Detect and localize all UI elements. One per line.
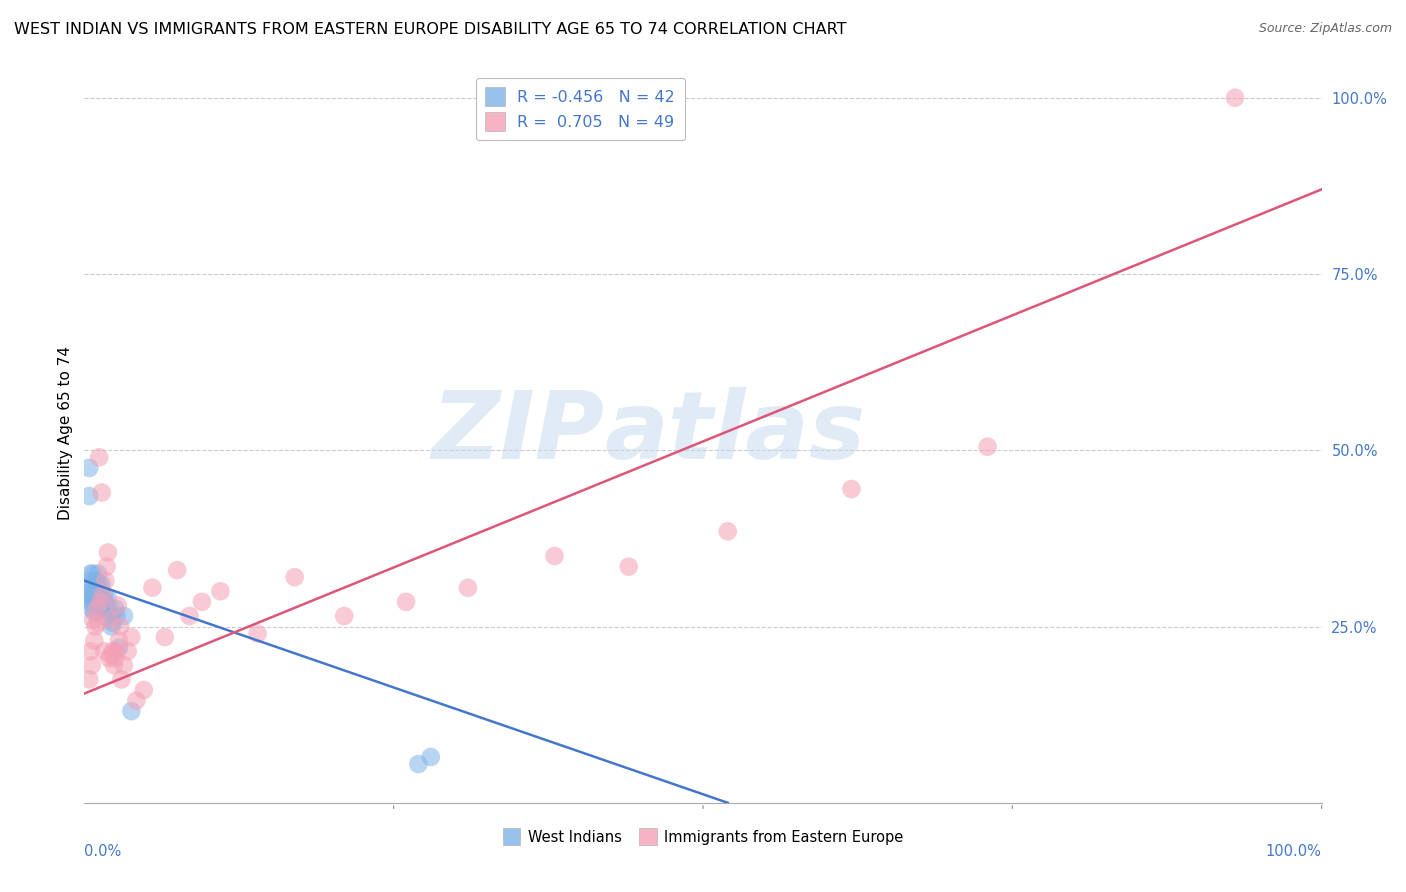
Point (87, 581, 110, 595)
Point (93, 588, 115, 602)
Point (209, 584, 232, 599)
Point (395, 595, 418, 609)
Point (89, 577, 111, 591)
Point (100, 619, 122, 633)
Point (100, 648, 122, 662)
Text: Source: ZipAtlas.com: Source: ZipAtlas.com (1258, 22, 1392, 36)
Point (84, 574, 107, 588)
Point (108, 633, 131, 648)
Point (82, 566, 104, 581)
Point (79, 673, 101, 687)
Point (284, 570, 307, 584)
Point (617, 559, 640, 574)
Point (98, 612, 121, 626)
Point (89, 450, 111, 465)
Point (179, 609, 201, 624)
Point (110, 673, 132, 687)
Point (717, 524, 740, 539)
Point (97, 591, 120, 606)
Text: 0.0%: 0.0% (84, 844, 121, 858)
Point (98, 651, 121, 665)
Text: atlas: atlas (605, 386, 865, 479)
Point (108, 640, 131, 655)
Text: WEST INDIAN VS IMMIGRANTS FROM EASTERN EUROPE DISABILITY AGE 65 TO 74 CORRELATIO: WEST INDIAN VS IMMIGRANTS FROM EASTERN E… (14, 22, 846, 37)
Point (457, 581, 479, 595)
Point (79, 461, 101, 475)
Point (125, 693, 148, 707)
Point (82, 612, 104, 626)
Point (110, 619, 132, 633)
Point (103, 658, 125, 673)
Point (86, 602, 108, 616)
Point (191, 595, 214, 609)
Point (153, 630, 176, 644)
Point (89, 599, 111, 613)
Point (91, 588, 114, 602)
Point (87, 615, 110, 630)
Point (79, 566, 101, 581)
Point (120, 704, 142, 718)
Point (246, 626, 269, 640)
Point (79, 595, 101, 609)
Point (543, 549, 565, 563)
Point (166, 563, 188, 577)
Point (94, 595, 117, 609)
Point (105, 644, 128, 658)
Point (104, 602, 127, 616)
Point (419, 750, 441, 764)
Point (141, 581, 163, 595)
Point (94, 574, 117, 588)
Text: ZIP: ZIP (432, 386, 605, 479)
Point (89, 602, 111, 616)
Text: 100.0%: 100.0% (1265, 844, 1322, 858)
Point (80, 574, 103, 588)
Legend: West Indians, Immigrants from Eastern Europe: West Indians, Immigrants from Eastern Eu… (498, 822, 908, 851)
Point (101, 644, 124, 658)
Point (83, 606, 105, 620)
Point (105, 609, 128, 624)
Point (97, 545, 120, 559)
Point (86, 602, 108, 616)
Point (408, 757, 430, 772)
Point (98, 609, 121, 624)
Point (132, 683, 155, 698)
Point (83, 591, 105, 606)
Point (77, 588, 100, 602)
Point (841, 482, 863, 496)
Point (333, 609, 356, 624)
Point (117, 644, 139, 658)
Point (87, 566, 110, 581)
Point (84, 619, 107, 633)
Point (80, 658, 103, 673)
Point (93, 644, 115, 658)
Point (112, 658, 135, 673)
Y-axis label: Disability Age 65 to 74: Disability Age 65 to 74 (58, 345, 73, 520)
Point (83, 633, 105, 648)
Point (80, 602, 103, 616)
Point (79, 644, 101, 658)
Point (90, 485, 112, 500)
Point (91, 595, 114, 609)
Point (96, 599, 118, 613)
Point (98, 602, 121, 616)
Point (976, 440, 998, 454)
Point (80, 588, 103, 602)
Point (112, 609, 135, 624)
Point (96, 559, 118, 574)
Point (101, 615, 124, 630)
Point (82, 581, 104, 595)
Point (104, 651, 127, 665)
Point (89, 595, 111, 609)
Point (79, 581, 101, 595)
Point (1223, 91, 1246, 105)
Point (89, 588, 111, 602)
Point (86, 588, 108, 602)
Point (120, 630, 142, 644)
Point (90, 577, 112, 591)
Point (84, 588, 107, 602)
Point (107, 599, 129, 613)
Point (82, 595, 104, 609)
Point (79, 489, 101, 503)
Point (91, 609, 114, 624)
